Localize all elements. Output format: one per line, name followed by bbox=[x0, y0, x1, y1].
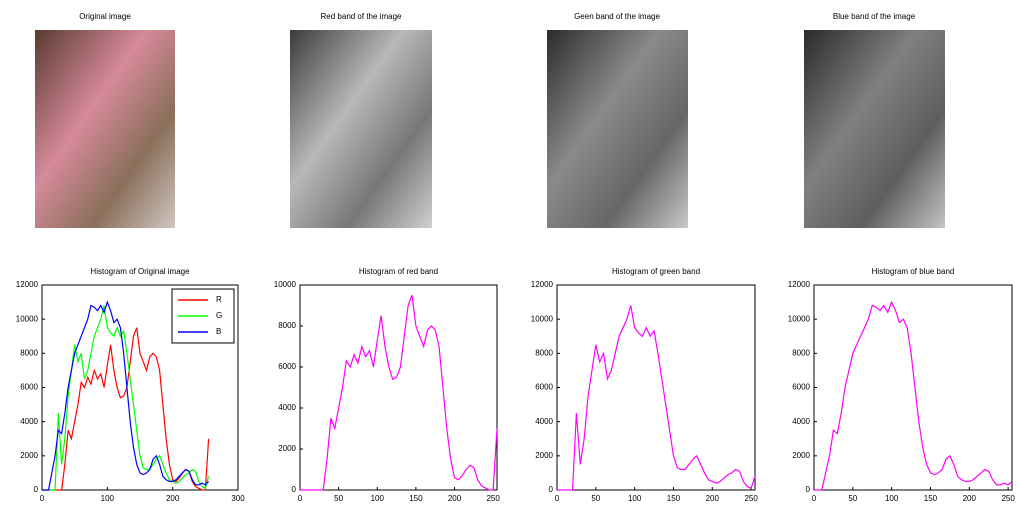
y-tick-label: 4000 bbox=[20, 417, 38, 426]
legend-label: B bbox=[216, 327, 221, 336]
image-title: Geen band of the image bbox=[574, 12, 660, 21]
image-red bbox=[290, 30, 432, 228]
y-tick-label: 6000 bbox=[535, 383, 553, 392]
y-tick-label: 8000 bbox=[278, 321, 296, 330]
plot-frame bbox=[300, 285, 497, 490]
line-series bbox=[300, 295, 497, 490]
image-original bbox=[35, 30, 175, 228]
chart-title: Histogram of blue band bbox=[872, 267, 955, 276]
y-tick-label: 4000 bbox=[535, 417, 553, 426]
x-tick-label: 100 bbox=[628, 494, 642, 503]
x-tick-label: 0 bbox=[40, 494, 45, 503]
x-tick-label: 200 bbox=[448, 494, 462, 503]
y-tick-label: 4000 bbox=[792, 417, 810, 426]
y-tick-label: 2000 bbox=[20, 451, 38, 460]
x-tick-label: 100 bbox=[101, 494, 115, 503]
y-tick-label: 8000 bbox=[792, 348, 810, 357]
figure: Original image Red band of the image Gee… bbox=[0, 0, 1018, 511]
image-blue bbox=[804, 30, 945, 228]
x-tick-label: 100 bbox=[885, 494, 899, 503]
y-tick-label: 6000 bbox=[792, 383, 810, 392]
image-title: Blue band of the image bbox=[833, 12, 916, 21]
y-tick-label: 4000 bbox=[278, 403, 296, 412]
line-series bbox=[814, 302, 1012, 490]
x-tick-label: 200 bbox=[963, 494, 977, 503]
legend-label: R bbox=[216, 295, 222, 304]
y-tick-label: 10000 bbox=[788, 314, 811, 323]
plot-frame bbox=[814, 285, 1012, 490]
y-tick-label: 8000 bbox=[20, 348, 38, 357]
y-tick-label: 8000 bbox=[535, 348, 553, 357]
x-tick-label: 200 bbox=[166, 494, 180, 503]
chart-title: Histogram of red band bbox=[359, 267, 438, 276]
x-tick-label: 0 bbox=[812, 494, 817, 503]
x-tick-label: 50 bbox=[848, 494, 857, 503]
image-title: Red band of the image bbox=[321, 12, 402, 21]
y-tick-label: 6000 bbox=[278, 362, 296, 371]
x-tick-label: 250 bbox=[744, 494, 758, 503]
y-tick-label: 2000 bbox=[792, 451, 810, 460]
x-tick-label: 200 bbox=[706, 494, 720, 503]
legend-label: G bbox=[216, 311, 222, 320]
chart-title: Histogram of green band bbox=[612, 267, 700, 276]
x-tick-label: 0 bbox=[298, 494, 303, 503]
y-tick-label: 10000 bbox=[531, 314, 554, 323]
y-tick-label: 0 bbox=[806, 485, 811, 494]
y-tick-label: 12000 bbox=[788, 280, 811, 289]
y-tick-label: 12000 bbox=[531, 280, 554, 289]
line-series bbox=[557, 306, 755, 491]
y-tick-label: 2000 bbox=[278, 444, 296, 453]
y-tick-label: 2000 bbox=[535, 451, 553, 460]
y-tick-label: 0 bbox=[292, 485, 297, 494]
x-tick-label: 150 bbox=[667, 494, 681, 503]
y-tick-label: 6000 bbox=[20, 383, 38, 392]
x-tick-label: 0 bbox=[555, 494, 560, 503]
y-tick-label: 12000 bbox=[16, 280, 39, 289]
x-tick-label: 250 bbox=[1001, 494, 1015, 503]
x-tick-label: 300 bbox=[231, 494, 245, 503]
x-tick-label: 250 bbox=[486, 494, 500, 503]
y-tick-label: 0 bbox=[34, 485, 39, 494]
plot-frame bbox=[557, 285, 755, 490]
image-title: Original image bbox=[79, 12, 131, 21]
y-tick-label: 10000 bbox=[16, 314, 39, 323]
y-tick-label: 0 bbox=[549, 485, 554, 494]
x-tick-label: 100 bbox=[371, 494, 385, 503]
y-tick-label: 10000 bbox=[274, 280, 297, 289]
x-tick-label: 50 bbox=[334, 494, 343, 503]
image-green bbox=[547, 30, 688, 228]
chart-title: Histogram of Original image bbox=[90, 267, 190, 276]
x-tick-label: 150 bbox=[409, 494, 423, 503]
x-tick-label: 150 bbox=[924, 494, 938, 503]
x-tick-label: 50 bbox=[591, 494, 600, 503]
